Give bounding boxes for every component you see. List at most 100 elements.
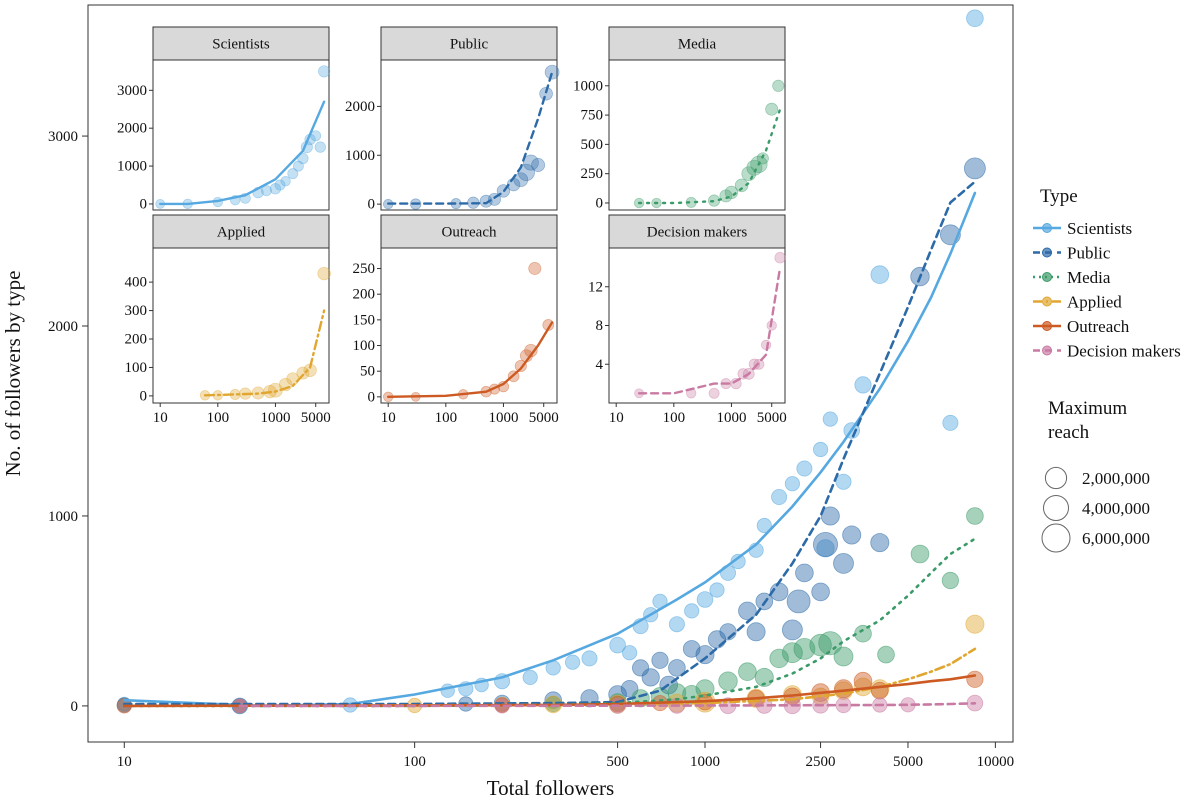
x-tick-label: 10000 bbox=[977, 754, 1015, 770]
data-point-media bbox=[877, 645, 895, 664]
inset-y-tick-label: 2000 bbox=[345, 99, 375, 115]
inset-y-tick-label: 0 bbox=[140, 388, 148, 404]
inset-data-point bbox=[528, 262, 542, 275]
inset-y-tick-label: 3000 bbox=[117, 83, 147, 99]
inset-y-tick-label: 0 bbox=[596, 195, 604, 211]
data-point-scientists bbox=[564, 654, 581, 670]
data-point-outreach bbox=[966, 670, 984, 688]
inset-panel bbox=[152, 247, 330, 404]
data-point-public bbox=[782, 619, 803, 641]
data-point-scientists bbox=[870, 265, 890, 285]
data-point-public bbox=[631, 659, 650, 677]
inset-y-tick-label: 250 bbox=[581, 166, 604, 182]
inset-panel bbox=[152, 59, 330, 211]
x-tick-label: 5000 bbox=[893, 754, 923, 770]
inset-strip bbox=[608, 26, 786, 61]
inset-data-point bbox=[317, 266, 331, 281]
inset-y-tick-label: 300 bbox=[125, 303, 148, 319]
data-point-public bbox=[870, 533, 890, 553]
y-tick-label: 3000 bbox=[48, 129, 78, 145]
inset-x-tick-label: 5000 bbox=[301, 410, 331, 426]
inset-panel bbox=[380, 59, 558, 211]
legend-key-point bbox=[1042, 223, 1052, 233]
legend-size-label: 6,000,000 bbox=[1082, 529, 1150, 548]
inset-y-tick-label: 0 bbox=[140, 196, 148, 212]
inset-y-tick-label: 500 bbox=[581, 137, 604, 153]
legend-key-point bbox=[1042, 296, 1052, 307]
legend-size-title-line: Maximum bbox=[1048, 398, 1127, 419]
data-point-public bbox=[651, 651, 669, 669]
data-point-media bbox=[718, 671, 738, 691]
inset-y-tick-label: 150 bbox=[353, 312, 376, 328]
inset-x-tick-label: 100 bbox=[435, 410, 458, 426]
data-point-public bbox=[820, 506, 840, 526]
main-axes: 10 100 500 1000 2500 5000 100000100020003000To… bbox=[1, 129, 1015, 800]
series-media bbox=[545, 507, 984, 713]
data-point-scientists bbox=[835, 473, 852, 490]
inset-data-point bbox=[531, 158, 546, 172]
inset-fit-line bbox=[203, 309, 326, 397]
data-point-scientists bbox=[709, 582, 725, 598]
x-tick-label: 2500 bbox=[806, 754, 836, 770]
inset-data-point bbox=[296, 366, 310, 380]
data-point-scientists bbox=[730, 553, 746, 570]
legend-label-media: Media bbox=[1067, 268, 1111, 287]
inset-strip bbox=[380, 214, 558, 249]
inset-y-tick-label: 4 bbox=[596, 357, 604, 373]
y-tick-label: 0 bbox=[71, 699, 79, 715]
data-point-media bbox=[941, 571, 960, 590]
inset-data-point bbox=[734, 178, 749, 193]
data-point-scientists bbox=[784, 476, 801, 492]
data-point-public bbox=[811, 582, 830, 602]
inset-y-tick-label: 12 bbox=[588, 279, 603, 295]
inset-fit-line bbox=[387, 321, 554, 398]
inset-strip-label: Outreach bbox=[442, 225, 497, 241]
inset-data-point bbox=[269, 183, 282, 195]
x-tick-label: 10 bbox=[117, 754, 132, 770]
data-point-scientists bbox=[522, 669, 538, 686]
inset-data-point bbox=[719, 189, 733, 203]
inset-y-tick-label: 0 bbox=[368, 197, 376, 213]
data-point-public bbox=[668, 659, 686, 677]
legend-size-circle bbox=[1044, 466, 1068, 490]
inset-x-tick-label: 5000 bbox=[529, 410, 559, 426]
inset-y-tick-label: 50 bbox=[360, 364, 375, 380]
inset-x-tick-label: 1000 bbox=[260, 410, 290, 426]
inset-x-tick-label: 10 bbox=[609, 410, 624, 426]
fit-line-public bbox=[123, 180, 977, 706]
data-point-public bbox=[964, 157, 986, 180]
data-point-media bbox=[754, 667, 774, 687]
inset-y-tick-label: 0 bbox=[368, 389, 376, 405]
inset-strip-label: Decision makers bbox=[647, 225, 748, 241]
data-point-media bbox=[738, 662, 757, 681]
data-point-scientists bbox=[854, 376, 872, 394]
inset-fit-line bbox=[637, 108, 782, 205]
data-point-media bbox=[769, 648, 789, 669]
data-point-scientists bbox=[966, 9, 984, 28]
inset-panel bbox=[608, 247, 786, 404]
inset-data-point bbox=[708, 387, 720, 399]
data-point-public bbox=[786, 589, 811, 614]
inset-applied: Applied 0 100 200 300 400 10 100 1000 5000 bbox=[125, 214, 331, 426]
inset-y-tick-label: 1000 bbox=[345, 148, 375, 164]
inset-strip-label: Media bbox=[678, 37, 717, 53]
inset-fit-line bbox=[637, 266, 782, 395]
legend-label-decision-makers: Decision makers bbox=[1067, 342, 1181, 361]
data-point-scientists bbox=[771, 488, 788, 505]
legend-key-point bbox=[1042, 345, 1052, 356]
inset-strip bbox=[608, 214, 786, 249]
x-axis-title: Total followers bbox=[487, 776, 614, 799]
inset-data-point bbox=[539, 86, 553, 101]
inset-data-point bbox=[318, 65, 331, 78]
inset-x-tick-label: 10 bbox=[153, 410, 168, 426]
inset-data-point bbox=[544, 64, 560, 80]
inset-panel bbox=[608, 59, 786, 211]
inset-y-tick-label: 2000 bbox=[117, 121, 147, 137]
data-point-scientists bbox=[756, 517, 772, 534]
inset-y-tick-label: 1000 bbox=[117, 159, 147, 175]
data-point-scientists bbox=[822, 411, 838, 427]
inset-panel bbox=[380, 247, 558, 404]
data-point-scientists bbox=[796, 460, 813, 477]
inset-y-tick-label: 400 bbox=[125, 275, 148, 291]
